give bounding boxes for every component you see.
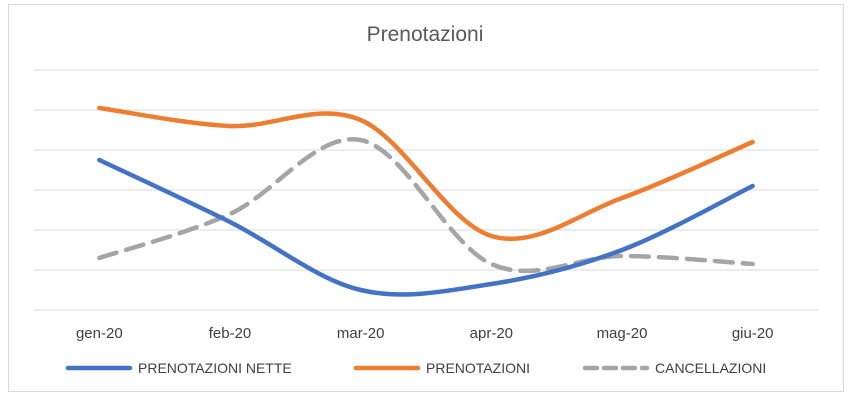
- x-tick-label: feb-20: [209, 325, 252, 342]
- gridlines: [34, 70, 818, 310]
- x-tick-label: apr-20: [470, 325, 513, 342]
- line-chart: Prenotazioni gen-20 feb-20 mar-20 apr-20 mag…: [0, 0, 854, 401]
- x-tick-label: gen-20: [76, 325, 123, 342]
- legend-label-prenotazioni-nette: PRENOTAZIONI NETTE: [138, 360, 292, 376]
- chart-title: Prenotazioni: [367, 23, 484, 46]
- x-axis-ticks: gen-20 feb-20 mar-20 apr-20 mag-20 giu-20: [76, 325, 774, 342]
- legend: PRENOTAZIONI NETTE PRENOTAZIONI CANCELLAZI…: [68, 360, 766, 376]
- x-tick-label: mar-20: [337, 325, 385, 342]
- legend-label-cancellazioni: CANCELLAZIONI: [655, 360, 766, 376]
- legend-label-prenotazioni: PRENOTAZIONI: [426, 360, 530, 376]
- x-tick-label: giu-20: [732, 325, 774, 342]
- series-layer: [99, 108, 752, 295]
- x-tick-label: mag-20: [597, 325, 648, 342]
- series-line-prenotazioni: [99, 108, 752, 239]
